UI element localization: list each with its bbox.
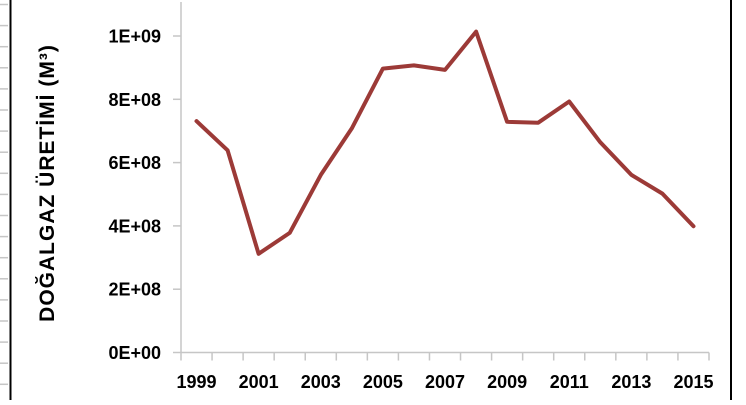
- y-axis-tick-label: 0E+00: [108, 343, 161, 363]
- x-axis-tick-label: 1999: [177, 372, 217, 392]
- y-axis-title: DOĞALGAZ ÜRETİMİ (M³): [35, 44, 59, 322]
- data-series-line: [194, 29, 696, 256]
- x-axis-tick-label: 2015: [673, 372, 713, 392]
- y-axis-tick-label: 2E+08: [108, 280, 161, 300]
- x-axis-tick-label: 2007: [425, 372, 465, 392]
- y-axis-tick-label: 4E+08: [108, 216, 161, 236]
- y-axis-tick-label: 8E+08: [108, 90, 161, 110]
- x-axis-tick-label: 2009: [487, 372, 527, 392]
- y-axis-tick-label: 1E+09: [108, 27, 161, 47]
- x-axis-tick-label: 2011: [550, 372, 589, 392]
- x-axis-tick-label: 2001: [239, 372, 279, 392]
- x-axis-tick-label: 2003: [301, 372, 341, 392]
- y-axis-tick-label: 6E+08: [108, 153, 161, 173]
- x-axis-tick-label: 2005: [363, 372, 403, 392]
- x-axis-tick-label: 2013: [611, 372, 651, 392]
